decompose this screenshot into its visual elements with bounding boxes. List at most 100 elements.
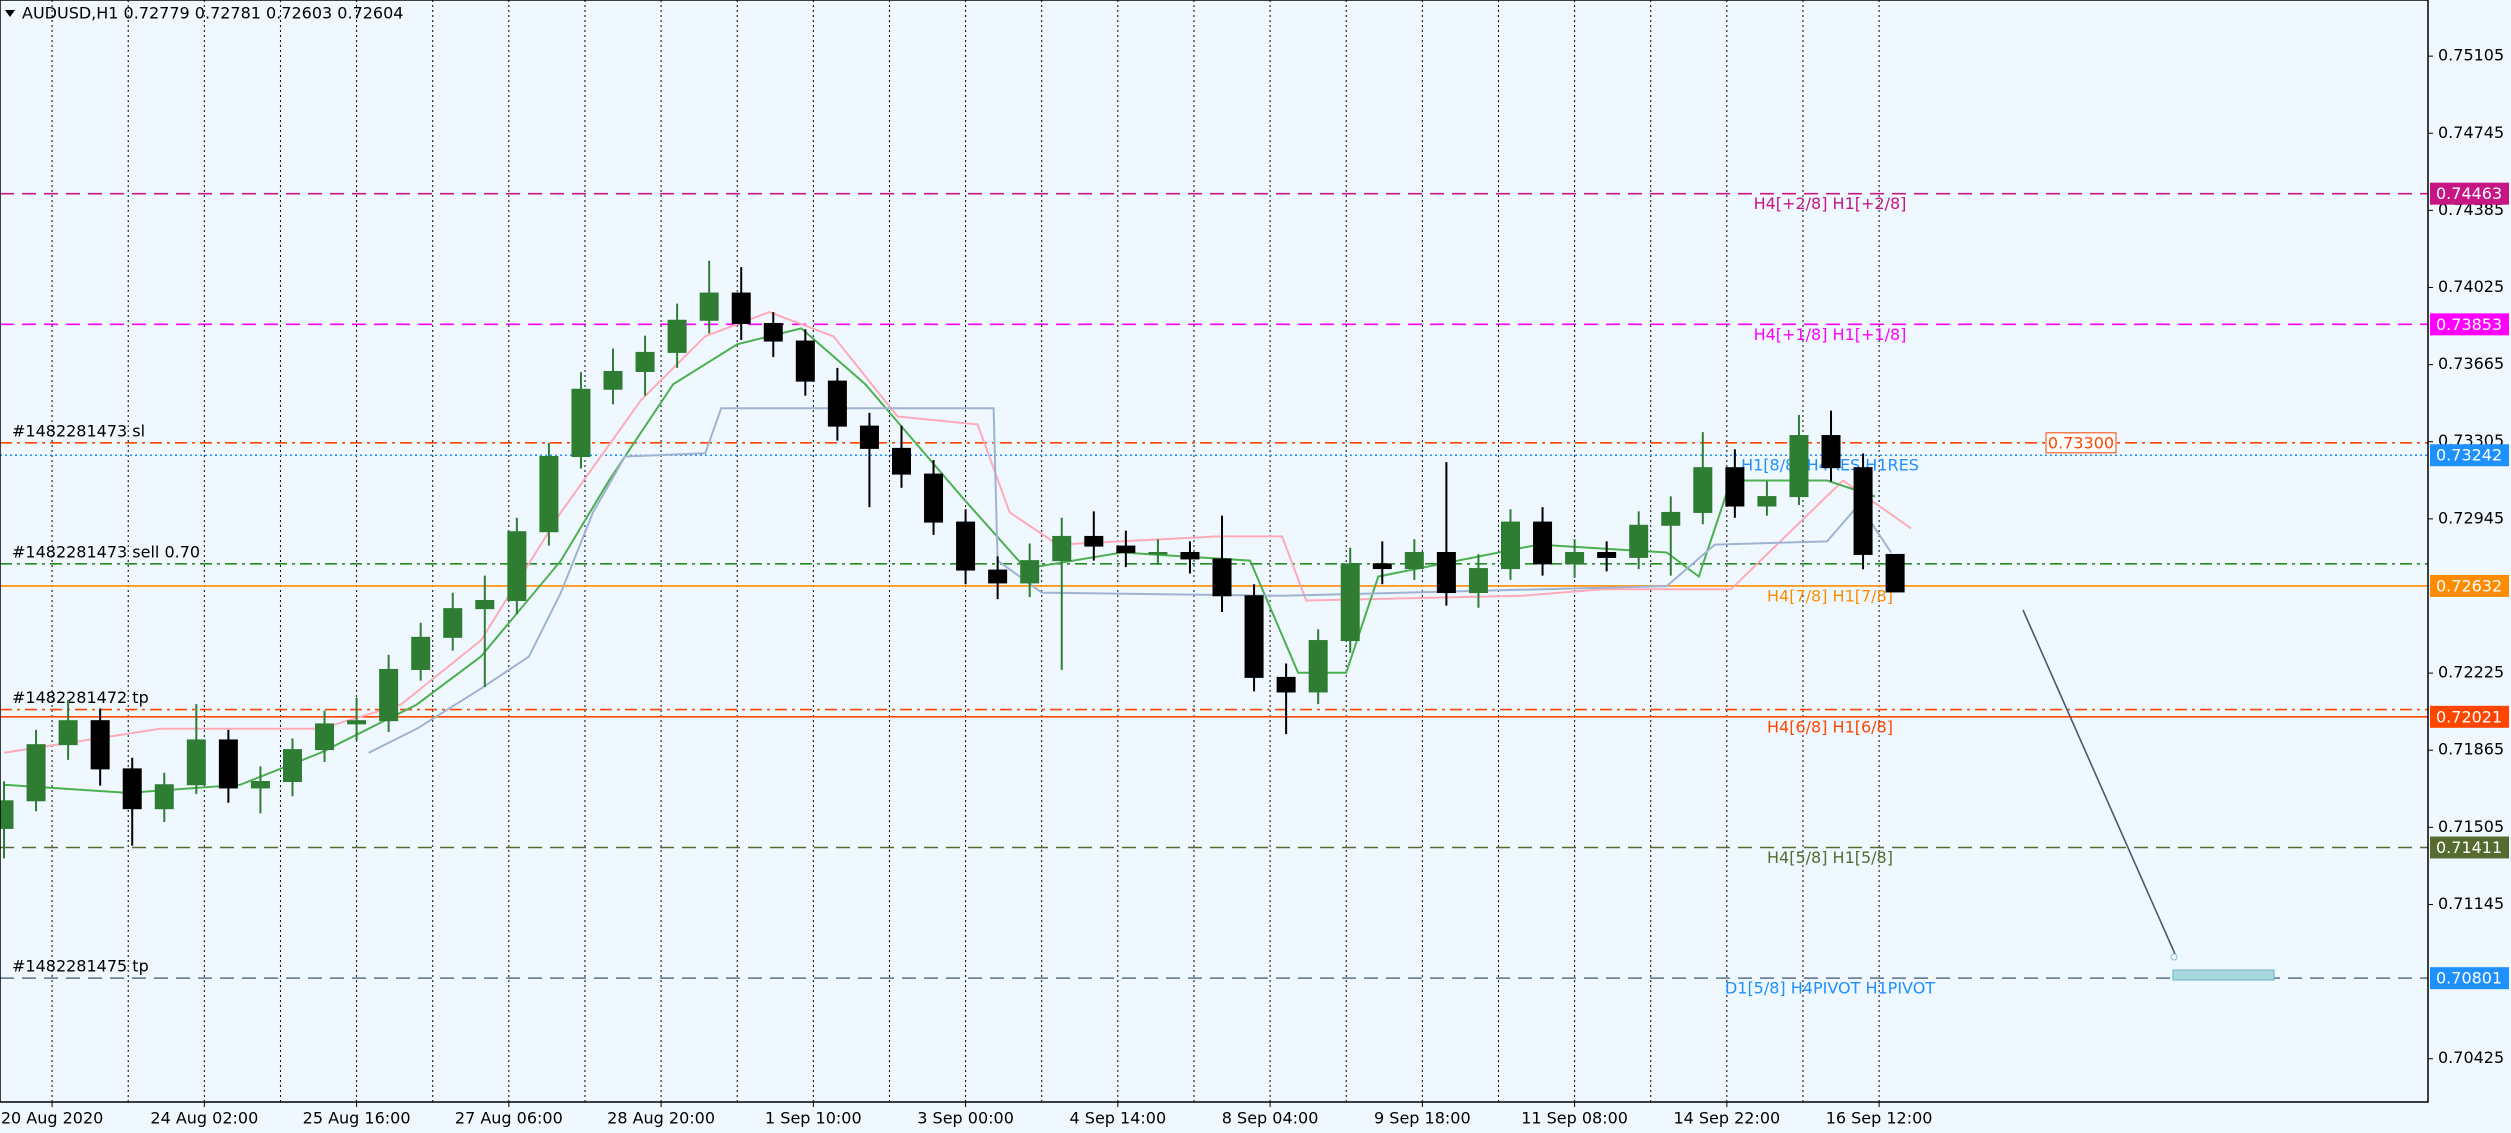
x-tick-label: 11 Sep 08:00 bbox=[1521, 1109, 1628, 1128]
indicator-line bbox=[3, 327, 1876, 794]
candle-body bbox=[1276, 676, 1296, 693]
candle-body bbox=[571, 388, 591, 458]
x-tick-label: 20 Aug 2020 bbox=[1, 1109, 104, 1128]
price-label: 0.72632 bbox=[2436, 576, 2502, 595]
y-tick-label: 0.73665 bbox=[2438, 354, 2504, 373]
candle-body bbox=[475, 599, 495, 610]
candle-body bbox=[26, 744, 46, 802]
y-tick-label: 0.71865 bbox=[2438, 740, 2504, 759]
chart-title: AUDUSD,H1 0.72779 0.72781 0.72603 0.7260… bbox=[22, 4, 403, 23]
menu-arrow[interactable] bbox=[5, 10, 15, 17]
price-label: 0.73242 bbox=[2436, 446, 2502, 465]
candle-body bbox=[1821, 435, 1841, 469]
candle-body bbox=[1180, 551, 1200, 560]
x-tick-label: 24 Aug 02:00 bbox=[150, 1109, 258, 1128]
price-label: 0.73853 bbox=[2436, 315, 2502, 334]
y-tick-label: 0.75105 bbox=[2438, 46, 2504, 65]
candle-body bbox=[1597, 551, 1617, 558]
candle-body bbox=[763, 322, 783, 342]
order-label: #1482281473 sl bbox=[12, 421, 145, 440]
candle-body bbox=[1372, 563, 1392, 570]
candle-body bbox=[891, 447, 911, 475]
price-label-box bbox=[2430, 967, 2509, 990]
indicator-line bbox=[3, 311, 1912, 754]
candle-body bbox=[603, 370, 623, 390]
candle-body bbox=[1052, 535, 1072, 562]
candle-body bbox=[186, 739, 206, 786]
candle-body bbox=[1308, 640, 1328, 693]
x-tick-label: 27 Aug 06:00 bbox=[455, 1109, 563, 1128]
price-label-box bbox=[2430, 705, 2509, 728]
candle-body bbox=[58, 720, 78, 746]
y-tick-label: 0.71505 bbox=[2438, 817, 2504, 836]
candle-body bbox=[859, 425, 879, 449]
candle-body bbox=[218, 739, 238, 789]
candle-body bbox=[1020, 560, 1040, 584]
order-label: #1482281475 tp bbox=[12, 957, 149, 976]
candle-body bbox=[1148, 551, 1168, 555]
candle-body bbox=[1084, 535, 1104, 547]
candle-body bbox=[379, 668, 399, 722]
projection-line bbox=[2022, 609, 2176, 955]
level-label: H4[6/8] H1[6/8] bbox=[1767, 717, 1893, 736]
price-label-box bbox=[2430, 182, 2509, 205]
price-flag-box bbox=[2045, 432, 2117, 454]
candle-body bbox=[1340, 563, 1360, 642]
order-label: #1482281472 tp bbox=[12, 688, 149, 707]
candle-body bbox=[1853, 467, 1873, 555]
price-axis: 20 Aug 2020 24 Aug 02:00 25 Aug 16:00 27 Au… bbox=[1, 46, 2509, 1128]
x-tick-label: 1 Sep 10:00 bbox=[765, 1109, 862, 1128]
price-label-box bbox=[2430, 836, 2509, 859]
candle-body bbox=[956, 521, 976, 571]
level-label: H4[7/8] H1[7/8] bbox=[1767, 586, 1893, 605]
y-tick-label: 0.70425 bbox=[2438, 1048, 2504, 1067]
candle-body bbox=[154, 784, 174, 810]
candle-body bbox=[1725, 467, 1745, 507]
candle-body bbox=[667, 319, 687, 353]
candles bbox=[0, 260, 1905, 859]
plot-border bbox=[0, 0, 2429, 1103]
candle-body bbox=[635, 351, 655, 372]
candle-body bbox=[795, 340, 815, 382]
y-tick-label: 0.74745 bbox=[2438, 123, 2504, 142]
y-tick-label: 0.74025 bbox=[2438, 277, 2504, 296]
candle-body bbox=[443, 608, 463, 638]
y-tick-label: 0.72225 bbox=[2438, 663, 2504, 682]
candle-body bbox=[1404, 551, 1424, 570]
y-tick-label: 0.71145 bbox=[2438, 894, 2504, 913]
candle-body bbox=[1885, 553, 1905, 593]
candle-body bbox=[315, 723, 335, 751]
candle-body bbox=[90, 720, 110, 770]
price-label: 0.70801 bbox=[2436, 969, 2502, 988]
x-tick-label: 3 Sep 00:00 bbox=[917, 1109, 1014, 1128]
x-tick-label: 16 Sep 12:00 bbox=[1826, 1109, 1933, 1128]
price-label-box bbox=[2430, 313, 2509, 336]
price-label-box bbox=[2430, 444, 2509, 467]
price-label-box bbox=[2430, 574, 2509, 597]
candle-body bbox=[924, 473, 944, 523]
x-tick-label: 14 Sep 22:00 bbox=[1673, 1109, 1780, 1128]
candle-body bbox=[1468, 568, 1488, 594]
candle-body bbox=[122, 768, 142, 810]
candle-body bbox=[1693, 467, 1713, 513]
candle-body bbox=[699, 292, 719, 321]
x-tick-label: 8 Sep 04:00 bbox=[1222, 1109, 1319, 1128]
projection-point bbox=[2170, 953, 2178, 961]
candle-body bbox=[1565, 551, 1585, 565]
candle-body bbox=[0, 800, 14, 829]
candle-body bbox=[1533, 521, 1553, 565]
price-label: 0.72021 bbox=[2436, 707, 2502, 726]
x-tick-label: 25 Aug 16:00 bbox=[303, 1109, 411, 1128]
plot-area bbox=[0, 0, 2428, 1102]
level-label: H4[5/8] H1[5/8] bbox=[1767, 848, 1893, 867]
target-zone bbox=[2172, 969, 2275, 981]
candle-body bbox=[1500, 521, 1520, 570]
candle-body bbox=[411, 636, 431, 670]
candle-body bbox=[347, 720, 367, 725]
candle-body bbox=[1212, 558, 1232, 597]
x-tick-label: 28 Aug 20:00 bbox=[607, 1109, 715, 1128]
indicators bbox=[3, 311, 1912, 794]
candle-body bbox=[1789, 435, 1809, 498]
